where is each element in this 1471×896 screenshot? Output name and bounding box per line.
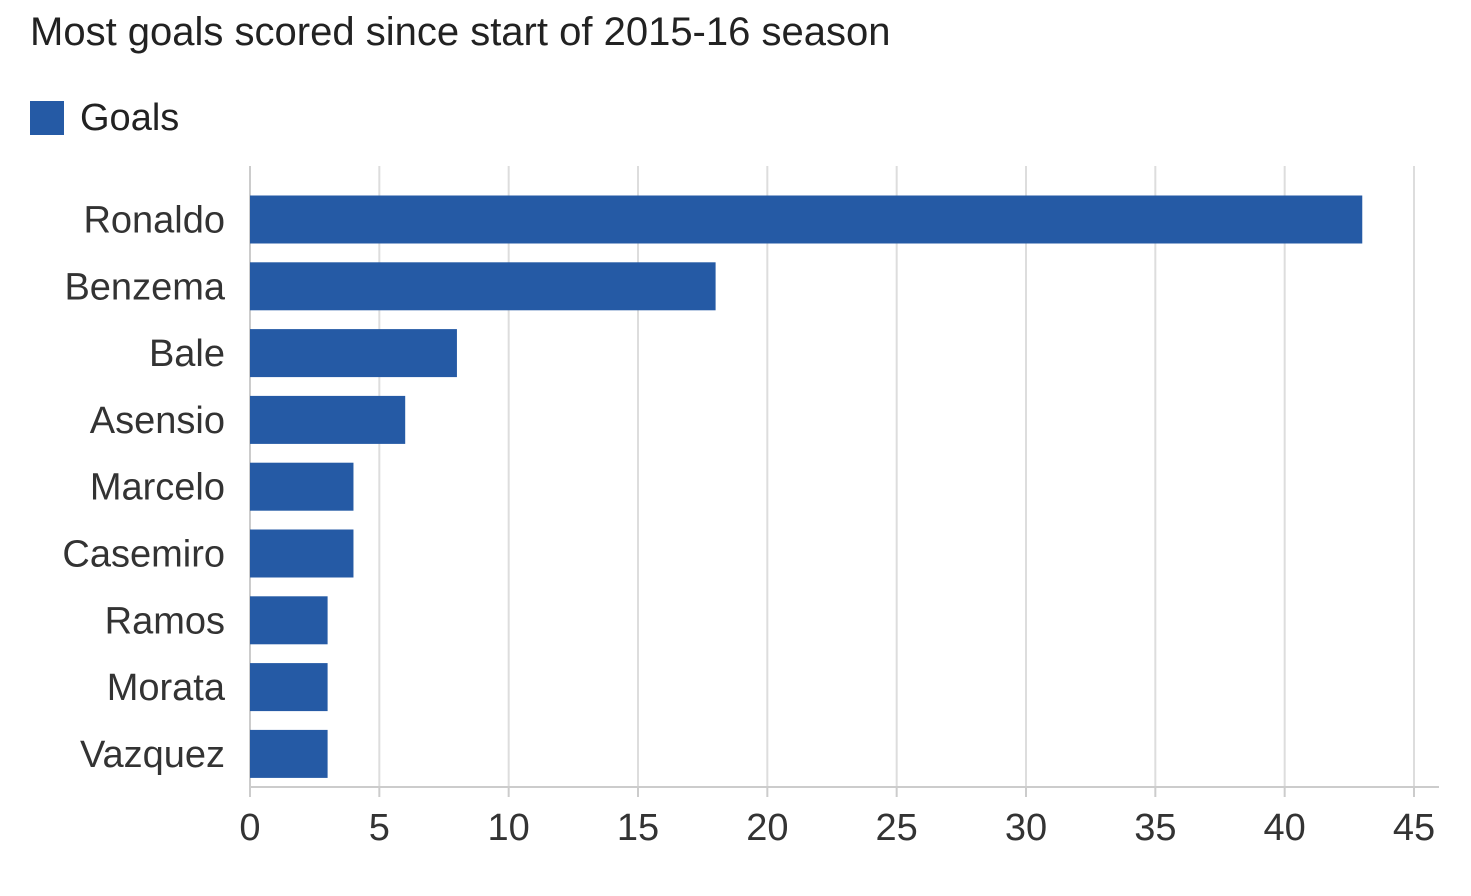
bar-vazquez [250, 729, 328, 778]
legend-label-goals: Goals [80, 97, 180, 139]
bar-casemiro [250, 529, 354, 578]
bar-morata [250, 663, 328, 712]
grid-lines [249, 166, 1415, 787]
bar-asensio [250, 395, 406, 444]
x-tick-label: 10 [488, 807, 530, 849]
category-label-ronaldo: Ronaldo [83, 200, 225, 242]
tick-labels: 0 5 10 15 20 25 30 35 40 45 [239, 807, 1435, 849]
bar-bale [250, 329, 457, 378]
x-tick-label: 30 [1005, 807, 1047, 849]
x-tick-label: 20 [746, 807, 788, 849]
category-label-casemiro: Casemiro [62, 534, 225, 576]
category-labels: Ronaldo Benzema Bale Asensio Marcelo Casemiro… [62, 200, 225, 776]
x-tick-label: 0 [239, 807, 260, 849]
category-label-bale: Bale [149, 333, 225, 375]
category-label-morata: Morata [107, 667, 226, 709]
x-tick-label: 45 [1393, 807, 1435, 849]
x-tick-label: 25 [876, 807, 918, 849]
x-tick-label: 35 [1134, 807, 1176, 849]
x-tick-label: 15 [617, 807, 659, 849]
chart-title: Most goals scored since start of 2015-16… [30, 10, 891, 54]
bar-marcelo [250, 462, 354, 511]
legend: Goals [30, 98, 179, 138]
x-axis [249, 786, 1439, 797]
legend-swatch [30, 101, 64, 135]
bar-ronaldo [250, 195, 1363, 244]
category-label-vazquez: Vazquez [80, 734, 225, 776]
category-label-benzema: Benzema [64, 266, 225, 308]
bars [250, 195, 1363, 778]
x-tick-label: 5 [369, 807, 390, 849]
category-label-asensio: Asensio [90, 400, 225, 442]
bar-benzema [250, 262, 716, 311]
category-label-ramos: Ramos [105, 600, 225, 642]
x-tick-label: 40 [1264, 807, 1306, 849]
bar-ramos [250, 596, 328, 645]
category-label-marcelo: Marcelo [90, 467, 225, 509]
